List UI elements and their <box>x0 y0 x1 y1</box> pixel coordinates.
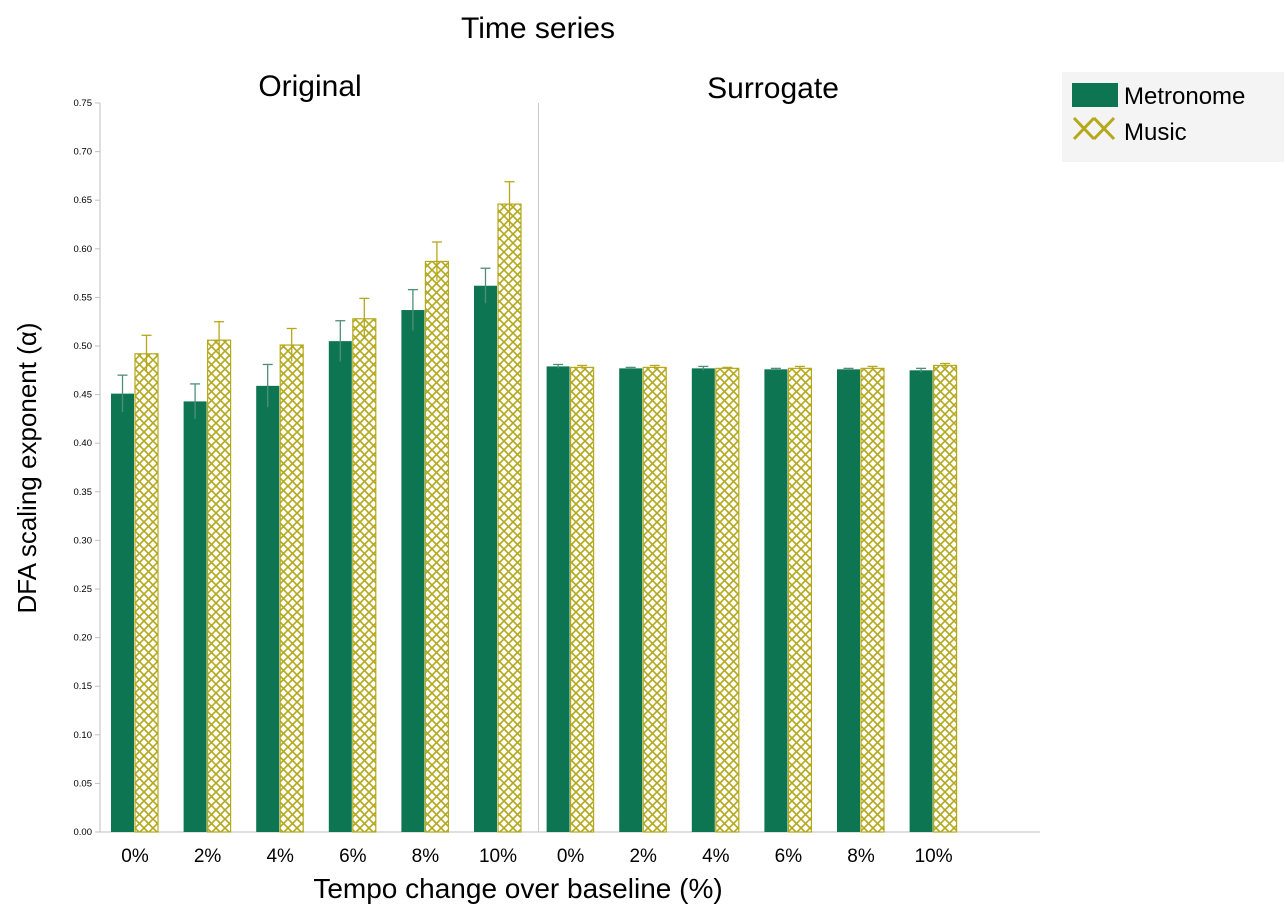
x-tick-label: 6% <box>775 846 803 867</box>
chart-title: Time series <box>461 12 615 45</box>
error-bar-music-surrogate-4 <box>867 365 878 371</box>
y-tick-label: 0.35 <box>74 487 93 498</box>
panel-label-original: Original <box>258 70 361 103</box>
error-bar-metronome-surrogate-5 <box>916 367 927 373</box>
y-tick-label: 0.05 <box>74 778 93 789</box>
y-tick-label: 0.25 <box>74 584 93 595</box>
x-tick-label: 0% <box>557 846 585 867</box>
legend-swatch-music <box>1072 116 1116 141</box>
bar-music-surrogate-1 <box>642 366 667 833</box>
bar-music-surrogate-3 <box>787 367 813 833</box>
error-bar-music-original-1 <box>214 321 225 359</box>
x-tick-label: 8% <box>412 846 440 867</box>
bar-music-original-3 <box>352 318 377 833</box>
bar-metronome-surrogate-4 <box>837 369 860 832</box>
error-bar-music-surrogate-2 <box>722 366 733 370</box>
y-tick-label: 0.55 <box>74 292 93 303</box>
bar-music-original-0 <box>134 353 159 833</box>
bar-metronome-original-2 <box>256 385 280 832</box>
error-bar-metronome-surrogate-1 <box>625 366 636 370</box>
error-bar-metronome-surrogate-4 <box>843 367 854 371</box>
bar-metronome-original-3 <box>328 341 352 832</box>
bar-music-surrogate-0 <box>569 366 595 833</box>
error-bar-metronome-original-3 <box>335 320 346 362</box>
legend-label-metronome: Metronome <box>1124 83 1245 110</box>
x-tick-label: 6% <box>339 846 367 867</box>
error-bar-metronome-original-1 <box>190 383 201 419</box>
bar-metronome-surrogate-3 <box>764 369 788 832</box>
bar-music-surrogate-4 <box>860 367 885 833</box>
y-tick-label: 0.50 <box>74 341 93 352</box>
bar-metronome-surrogate-0 <box>546 366 570 832</box>
error-bar-music-original-2 <box>286 327 297 362</box>
legend: Metronome Music <box>1062 72 1284 162</box>
bar-metronome-surrogate-5 <box>909 370 933 832</box>
error-bar-metronome-surrogate-3 <box>770 367 781 371</box>
error-bar-metronome-original-5 <box>480 267 491 304</box>
x-axis-label: Tempo change over baseline (%) <box>313 873 722 904</box>
y-tick-label: 0.70 <box>74 147 93 158</box>
x-tick-label: 2% <box>194 846 222 867</box>
error-bar-music-original-3 <box>359 297 370 340</box>
error-bar-metronome-surrogate-2 <box>698 365 709 371</box>
y-axis-label: DFA scaling exponent (α) <box>12 322 42 613</box>
y-tick-label: 0.20 <box>74 633 93 644</box>
bar-music-original-2 <box>279 344 304 833</box>
bar-music-original-4 <box>424 260 449 833</box>
x-tick-label: 4% <box>266 846 294 867</box>
y-tick-label: 0.60 <box>74 244 93 255</box>
error-bar-music-original-5 <box>504 181 515 227</box>
y-tick-label: 0.75 <box>74 98 93 109</box>
x-tick-label: 8% <box>847 846 875 867</box>
y-tick-label: 0.45 <box>74 390 93 401</box>
legend-swatch-metronome <box>1072 83 1118 107</box>
error-bar-metronome-original-4 <box>407 288 418 331</box>
panel-label-surrogate: Surrogate <box>707 72 839 105</box>
error-bar-music-original-4 <box>431 241 442 281</box>
x-tick-label: 10% <box>479 846 517 867</box>
plot-area <box>111 103 958 833</box>
bar-metronome-original-0 <box>111 393 134 832</box>
x-axis: 0% 2% 4% 6% 8% 10% 0% 2% 4% 6% 8% 10% <box>121 846 952 867</box>
bar-music-surrogate-5 <box>932 364 958 833</box>
error-bar-metronome-original-0 <box>117 374 128 413</box>
error-bar-music-surrogate-3 <box>794 365 805 371</box>
error-bar-music-surrogate-1 <box>649 364 660 370</box>
x-tick-label: 0% <box>121 846 149 867</box>
x-tick-label: 2% <box>629 846 657 867</box>
x-tick-label: 4% <box>702 846 730 867</box>
x-tick-label: 10% <box>915 846 953 867</box>
bar-metronome-original-5 <box>474 285 497 833</box>
error-bar-music-surrogate-5 <box>940 362 951 368</box>
error-bar-music-original-0 <box>141 334 152 373</box>
bar-music-surrogate-2 <box>715 367 740 833</box>
bar-metronome-original-4 <box>401 310 425 832</box>
error-bar-metronome-surrogate-0 <box>553 363 564 369</box>
y-tick-label: 0.10 <box>74 730 93 741</box>
y-tick-label: 0.30 <box>74 535 93 546</box>
bar-metronome-surrogate-2 <box>691 368 715 832</box>
y-tick-label: 0.65 <box>74 195 93 206</box>
error-bar-metronome-original-2 <box>262 363 273 408</box>
legend-label-music: Music <box>1124 119 1187 146</box>
bar-music-original-1 <box>207 339 232 833</box>
y-tick-label: 0.00 <box>74 827 93 838</box>
bar-metronome-surrogate-1 <box>619 368 643 832</box>
bar-metronome-original-1 <box>183 401 207 832</box>
y-tick-label: 0.40 <box>74 438 93 449</box>
error-bar-music-surrogate-0 <box>577 364 588 370</box>
y-tick-label: 0.15 <box>74 681 93 692</box>
bar-music-original-5 <box>497 203 522 833</box>
